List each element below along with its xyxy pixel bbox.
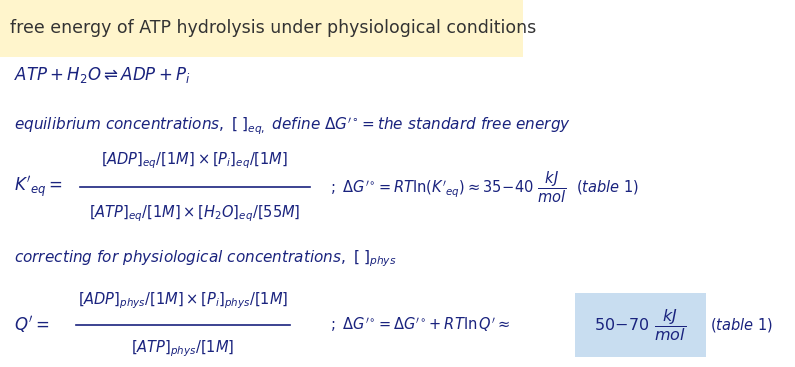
- Text: $[ADP]_{phys}/[1M] \times [P_i]_{phys}/[1M]$: $[ADP]_{phys}/[1M] \times [P_i]_{phys}/[…: [78, 291, 288, 311]
- Text: $ATP + H_2O \rightleftharpoons ADP + P_i$: $ATP + H_2O \rightleftharpoons ADP + P_i…: [14, 65, 191, 85]
- Text: $K'_{eq}=$: $K'_{eq}=$: [14, 175, 63, 200]
- Text: $Q'=$: $Q'=$: [14, 314, 50, 335]
- Text: $[ATP]_{eq}/[1M] \times [H_2O]_{eq}/[55M]$: $[ATP]_{eq}/[1M] \times [H_2O]_{eq}/[55M…: [89, 203, 301, 224]
- Text: $correcting\ for\ physiological\ concentrations,\ [\;]_{phys}$: $correcting\ for\ physiological\ concent…: [14, 248, 397, 269]
- FancyBboxPatch shape: [575, 293, 706, 357]
- Text: $50\!-\!70\ \dfrac{kJ}{mol}$: $50\!-\!70\ \dfrac{kJ}{mol}$: [595, 307, 686, 343]
- Text: $[ATP]_{phys}/[1M]$: $[ATP]_{phys}/[1M]$: [131, 338, 235, 359]
- Text: $;\ \Delta G'^{\circ} = \Delta G'^{\circ} + RT \ln Q' \approx$: $;\ \Delta G'^{\circ} = \Delta G'^{\circ…: [330, 316, 510, 334]
- Text: $;\ \Delta G'^{\circ} = RT \ln (K'_{eq}) \approx 35\!-\!40\ \dfrac{kJ}{mol}\ \ (: $;\ \Delta G'^{\circ} = RT \ln (K'_{eq})…: [330, 170, 639, 205]
- Text: $equilibrium\ concentrations,\ [\;]_{eq,}\ define\ \Delta G'^{\circ} = the\ stan: $equilibrium\ concentrations,\ [\;]_{eq,…: [14, 116, 572, 137]
- Text: free energy of ATP hydrolysis under physiological conditions: free energy of ATP hydrolysis under phys…: [10, 19, 536, 37]
- Text: $(table\ 1)$: $(table\ 1)$: [710, 316, 773, 334]
- Text: $[ADP]_{eq}/[1M] \times [P_i]_{eq}/[1M]$: $[ADP]_{eq}/[1M] \times [P_i]_{eq}/[1M]$: [101, 150, 289, 171]
- FancyBboxPatch shape: [0, 0, 523, 57]
